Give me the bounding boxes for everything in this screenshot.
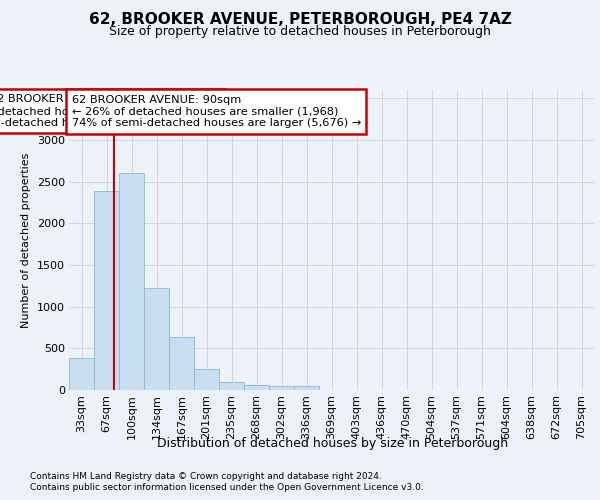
Text: Distribution of detached houses by size in Peterborough: Distribution of detached houses by size …: [157, 438, 509, 450]
Bar: [219, 382, 244, 390]
Bar: [194, 369, 219, 390]
Text: Contains public sector information licensed under the Open Government Licence v3: Contains public sector information licen…: [30, 484, 424, 492]
Y-axis label: Number of detached properties: Number of detached properties: [21, 152, 31, 328]
Text: Size of property relative to detached houses in Peterborough: Size of property relative to detached ho…: [109, 25, 491, 38]
Bar: [94, 191, 119, 390]
Text: 62 BROOKER AVENUE: 90sqm
← 26% of detached houses are smaller (1,968)
74% of sem: 62 BROOKER AVENUE: 90sqm ← 26% of detach…: [71, 95, 361, 128]
Bar: [119, 174, 144, 390]
Text: 62 BROOKER AVENUE: 90sqm
← 26% of detached houses are smaller (1,968)
74% of sem: 62 BROOKER AVENUE: 90sqm ← 26% of detach…: [0, 94, 219, 128]
Text: Contains HM Land Registry data © Crown copyright and database right 2024.: Contains HM Land Registry data © Crown c…: [30, 472, 382, 481]
Bar: [244, 386, 269, 390]
Bar: [269, 386, 294, 390]
Bar: [69, 358, 94, 390]
Bar: [144, 288, 169, 390]
Bar: [169, 336, 194, 390]
Text: 62, BROOKER AVENUE, PETERBOROUGH, PE4 7AZ: 62, BROOKER AVENUE, PETERBOROUGH, PE4 7A…: [89, 12, 511, 28]
Bar: [294, 386, 319, 390]
